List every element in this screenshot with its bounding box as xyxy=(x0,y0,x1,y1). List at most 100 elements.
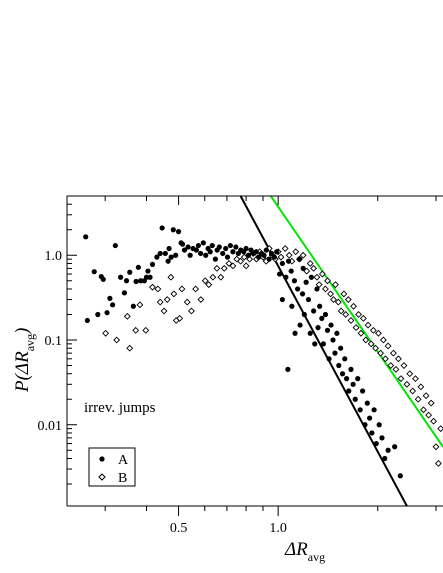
series-b-point xyxy=(381,355,389,363)
series-a-point xyxy=(200,240,206,246)
series-b-point xyxy=(285,251,293,259)
series-a-point xyxy=(343,376,350,382)
series-a-point xyxy=(367,415,373,421)
series-a-point xyxy=(283,274,289,280)
series-a-point xyxy=(227,242,233,249)
series-a-point xyxy=(157,250,163,257)
series-b-point xyxy=(102,329,110,337)
series-a-point xyxy=(279,260,285,267)
series-a-point xyxy=(145,268,151,274)
legend-box xyxy=(88,447,136,487)
series-a-point xyxy=(173,252,179,258)
series-a-point xyxy=(369,430,375,436)
series-b-point xyxy=(384,342,392,350)
series-a-point xyxy=(348,366,354,372)
series-a-point xyxy=(138,278,144,284)
series-a-point xyxy=(291,278,298,284)
series-a-point xyxy=(100,276,106,282)
series-a-point xyxy=(216,244,222,250)
series-b-point xyxy=(387,362,395,369)
series-a-point xyxy=(338,345,344,351)
series-a-point xyxy=(346,388,352,394)
series-b-point xyxy=(392,365,400,373)
series-b-point xyxy=(427,399,435,407)
series-b-point xyxy=(167,273,175,281)
series-a-point xyxy=(223,245,229,252)
series-a-point xyxy=(117,274,124,280)
series-b-point xyxy=(277,253,285,261)
series-b-point xyxy=(123,312,131,320)
series-b-point xyxy=(324,277,331,285)
series-a-point xyxy=(305,296,312,303)
series-a-point xyxy=(382,455,388,462)
series-b-point xyxy=(149,283,156,291)
series-b-point xyxy=(156,298,164,306)
series-b-point xyxy=(342,311,350,318)
series-b-point xyxy=(411,375,419,383)
series-b-point xyxy=(375,329,382,337)
series-b-point xyxy=(178,285,186,293)
series-a-point xyxy=(198,250,204,257)
series-b-point xyxy=(310,264,318,272)
series-a-point xyxy=(110,302,116,308)
series-a-point xyxy=(312,341,318,347)
series-a-point xyxy=(95,311,101,318)
series-a-point xyxy=(203,252,209,258)
series-b-point xyxy=(355,311,362,318)
series-a-point xyxy=(297,322,303,328)
series-a-point xyxy=(261,252,267,258)
series-b-point xyxy=(225,260,233,267)
series-b-point xyxy=(357,329,365,337)
series-b-point xyxy=(395,355,402,363)
y-axis-title: P(ΔRavg) xyxy=(12,328,37,393)
series-b-point xyxy=(242,262,250,270)
series-b-point xyxy=(142,326,150,334)
series-a-point xyxy=(307,330,313,336)
series-a-point xyxy=(193,247,199,253)
series-a-point xyxy=(314,286,320,292)
series-a-point xyxy=(170,227,176,233)
series-b-point xyxy=(420,406,427,414)
series-a-point xyxy=(352,396,358,402)
series-a-point xyxy=(230,249,236,255)
series-b-point xyxy=(322,285,329,293)
series-a-point xyxy=(253,249,259,255)
series-b-point xyxy=(136,301,144,309)
series-a-point xyxy=(339,371,346,377)
series-b-point xyxy=(217,273,225,281)
series-a-point xyxy=(168,254,174,260)
series-a-point xyxy=(376,422,382,428)
series-a-point xyxy=(149,261,156,267)
series-a-point xyxy=(175,229,182,235)
legend-marker-a xyxy=(99,456,105,462)
series-b-point xyxy=(372,344,380,352)
series-b-point xyxy=(299,251,307,259)
series-b-point xyxy=(315,281,323,289)
series-b-point xyxy=(379,336,387,344)
x-tick-label: 0.5 xyxy=(170,521,188,536)
series-a-point xyxy=(288,268,294,274)
series-a-point xyxy=(187,252,193,258)
series-a-point xyxy=(292,330,298,336)
series-a-point xyxy=(334,330,340,336)
series-b-point xyxy=(318,270,326,278)
series-a-point xyxy=(362,422,368,428)
series-a-point xyxy=(350,381,356,387)
series-a-point xyxy=(195,242,201,249)
series-a-point xyxy=(285,258,292,264)
series-b-point xyxy=(434,459,442,467)
series-a-point xyxy=(357,407,363,413)
series-a-point xyxy=(295,286,301,292)
series-b-points xyxy=(102,245,443,467)
series-a-point xyxy=(320,341,326,347)
series-b-point xyxy=(389,349,397,357)
series-a-point xyxy=(301,311,307,318)
series-a-point xyxy=(147,274,153,280)
series-a-point xyxy=(296,256,303,262)
series-a-point xyxy=(185,244,191,250)
series-b-point xyxy=(364,321,372,329)
y-tick-label: 0.01 xyxy=(38,419,63,434)
series-a-point xyxy=(364,400,370,406)
series-b-point xyxy=(160,307,168,315)
y-tick-label: 0.1 xyxy=(45,334,63,349)
